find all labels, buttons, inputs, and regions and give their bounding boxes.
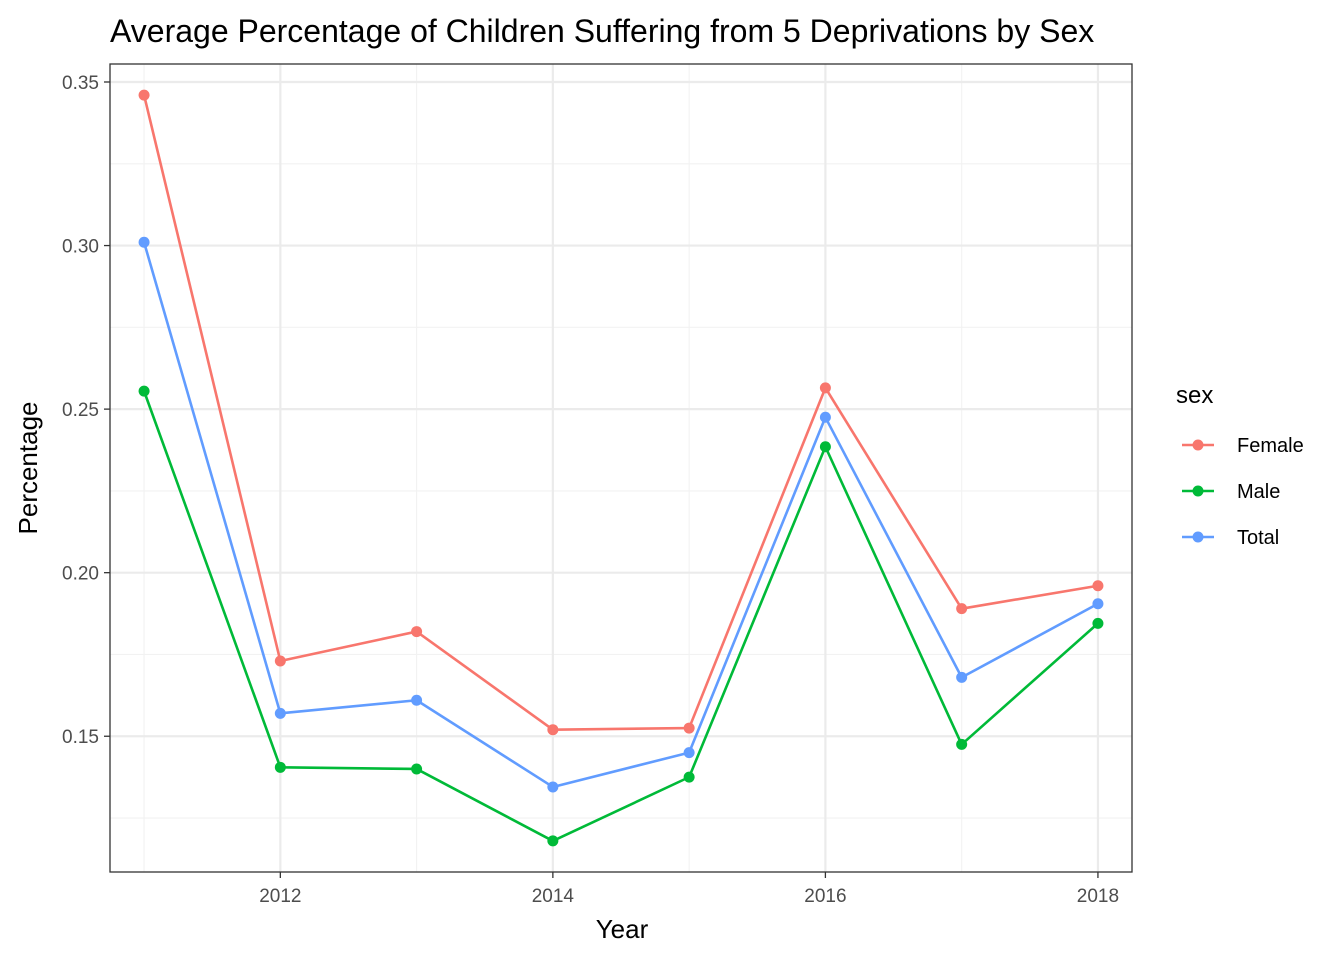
- data-point-total: [274, 707, 286, 719]
- x-tick-label: 2014: [532, 886, 575, 907]
- legend-label-male: Male: [1237, 481, 1280, 503]
- x-tick-label: 2012: [259, 886, 301, 907]
- data-point-female: [138, 89, 150, 101]
- data-point-total: [683, 747, 695, 759]
- data-point-male: [819, 441, 831, 453]
- legend-key-point-female: [1192, 439, 1204, 451]
- data-point-female: [819, 382, 831, 394]
- data-point-female: [547, 724, 559, 736]
- data-point-male: [138, 385, 150, 397]
- data-point-male: [1092, 617, 1104, 629]
- data-point-male: [956, 738, 968, 750]
- legend-label-total: Total: [1237, 527, 1279, 549]
- chart-title: Average Percentage of Children Suffering…: [110, 13, 1094, 49]
- legend-key-point-total: [1192, 531, 1204, 543]
- series-line-total: [142, 240, 1100, 789]
- panel-border: [109, 63, 1133, 873]
- x-tick-label: 2016: [804, 886, 846, 907]
- plot-area: 0.15 0.20 0.25 0.30 0.35 2012 2014 2016 2018: [62, 63, 1133, 907]
- data-point-total: [411, 694, 423, 706]
- y-tick-label: 0.35: [62, 73, 99, 94]
- y-tick-label: 0.30: [62, 237, 99, 258]
- legend-key-point-male: [1192, 485, 1204, 497]
- x-axis-title: Year: [596, 914, 649, 944]
- data-point-total: [819, 411, 831, 423]
- legend: sex Female Male Total: [1176, 382, 1304, 549]
- data-point-female: [683, 722, 695, 734]
- data-point-female: [274, 655, 286, 667]
- data-point-female: [1092, 580, 1104, 592]
- legend-title: sex: [1176, 382, 1213, 409]
- data-point-total: [956, 671, 968, 683]
- series-line-male: [142, 389, 1100, 843]
- y-tick-label: 0.25: [62, 400, 99, 421]
- data-point-total: [138, 236, 150, 248]
- data-point-total: [1092, 598, 1104, 610]
- y-tick-label: 0.20: [62, 564, 99, 585]
- data-point-female: [956, 603, 968, 615]
- data-point-male: [274, 761, 286, 773]
- data-point-total: [547, 781, 559, 793]
- data-point-male: [411, 763, 423, 775]
- series-line-female: [142, 93, 1100, 732]
- data-point-male: [683, 771, 695, 783]
- y-tick-label: 0.15: [62, 727, 99, 748]
- data-point-male: [547, 835, 559, 847]
- x-tick-label: 2018: [1077, 886, 1119, 907]
- y-axis-title: Percentage: [13, 402, 43, 535]
- legend-label-female: Female: [1237, 435, 1304, 457]
- data-point-female: [411, 626, 423, 638]
